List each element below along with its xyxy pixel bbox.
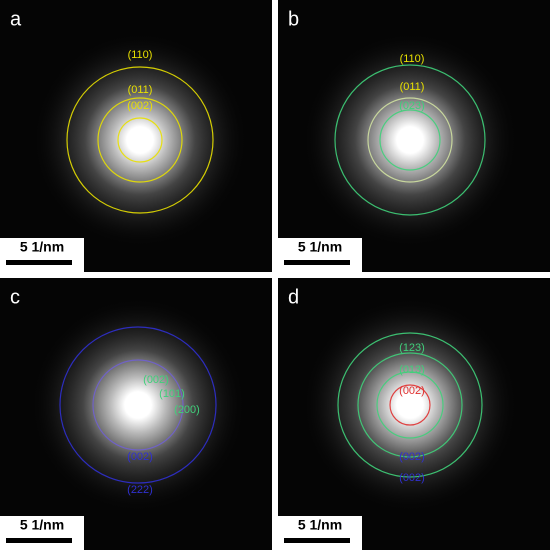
scale-bar bbox=[6, 260, 72, 265]
scale-bar bbox=[6, 538, 72, 543]
central-spot bbox=[397, 127, 423, 153]
ring-label: (002) bbox=[399, 472, 425, 484]
diffraction-ring bbox=[334, 64, 486, 216]
diffraction-ring bbox=[59, 326, 217, 484]
diffraction-ring bbox=[117, 117, 163, 163]
ring-label: (002) bbox=[127, 451, 153, 463]
central-spot bbox=[125, 392, 151, 418]
ring-label: (110) bbox=[128, 49, 153, 61]
scale-bar-label: 5 1/nm bbox=[20, 239, 64, 255]
ring-label: (123) bbox=[399, 342, 425, 354]
panel: (110) (011) (023) b 5 1/nm bbox=[278, 0, 550, 272]
ring-label: (011) bbox=[400, 81, 425, 93]
ring-label: (110) bbox=[400, 53, 425, 65]
scale-bar-label: 5 1/nm bbox=[20, 517, 64, 533]
ring-label: (002) bbox=[143, 374, 169, 386]
ring-label: (013) bbox=[399, 364, 425, 376]
scale-bar-label: 5 1/nm bbox=[298, 517, 342, 533]
diffraction-ring bbox=[357, 352, 463, 458]
panel-label: a bbox=[10, 8, 22, 30]
panel: (002) (101) (200) (002) (222) c 5 1/nm bbox=[0, 278, 272, 550]
ring-label: (011) bbox=[128, 84, 153, 96]
scale-bar-box bbox=[0, 516, 84, 550]
diffraction-ring bbox=[337, 332, 483, 478]
central-spot bbox=[127, 127, 153, 153]
scale-bar-box bbox=[278, 238, 362, 272]
scale-bar bbox=[284, 538, 350, 543]
ring-label: (101) bbox=[159, 388, 185, 400]
diffraction-ring bbox=[92, 359, 184, 451]
ring-label: (002) bbox=[127, 100, 153, 112]
scale-bar-label: 5 1/nm bbox=[298, 239, 342, 255]
scale-bar bbox=[284, 260, 350, 265]
ring-label: (002) bbox=[399, 451, 425, 463]
diffraction-ring bbox=[379, 109, 441, 171]
panel: (123) (013) (002) (002) (002) d 5 1/nm bbox=[278, 278, 550, 550]
diffraction-ring bbox=[367, 97, 453, 183]
scale-bar-box bbox=[278, 516, 362, 550]
diffraction-ring bbox=[389, 384, 431, 426]
diffraction-ring bbox=[376, 371, 444, 439]
scale-bar-box bbox=[0, 238, 84, 272]
panel-label: b bbox=[288, 8, 299, 30]
panel-label: c bbox=[10, 286, 20, 308]
ring-label: (200) bbox=[174, 404, 200, 416]
panel-label: d bbox=[288, 286, 299, 308]
central-spot bbox=[397, 392, 423, 418]
ring-label: (023) bbox=[399, 100, 425, 112]
diffraction-ring bbox=[97, 97, 183, 183]
ring-label: (222) bbox=[127, 484, 153, 496]
diffraction-ring bbox=[66, 66, 214, 214]
ring-label: (002) bbox=[399, 385, 425, 397]
panel: (110) (011) (002) a 5 1/nm bbox=[0, 0, 272, 272]
